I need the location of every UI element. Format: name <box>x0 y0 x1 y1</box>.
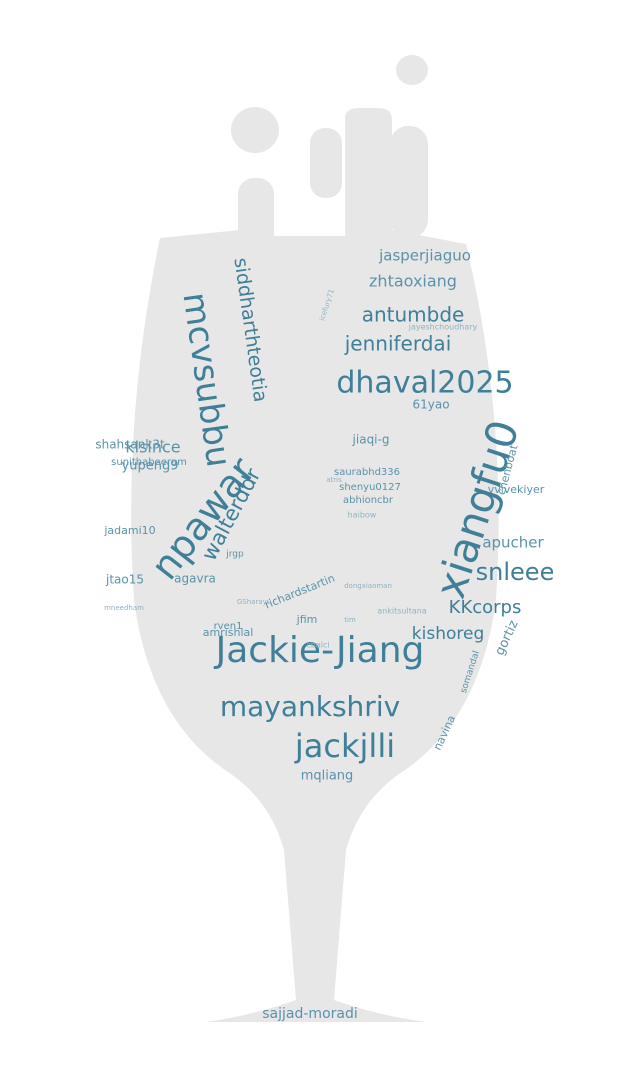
word-snleee: snleee <box>476 558 555 586</box>
bubble-large <box>231 107 279 153</box>
word-dhaval2025: dhaval2025 <box>336 366 513 401</box>
bar-mid <box>310 128 342 198</box>
word-antumbde: antumbde <box>362 303 465 327</box>
word-jackie-jiang: Jackie-Jiang <box>214 630 425 671</box>
word-klsince: klsince <box>125 438 180 457</box>
word-sunithabeeram: sunithabeeram <box>111 457 187 468</box>
word-abhioncbr: abhioncbr <box>343 495 394 506</box>
word-jadami10: jadami10 <box>103 524 155 537</box>
word-shahsank3t: shahsank3t <box>95 438 165 452</box>
word-gortiz: gortiz <box>492 618 521 658</box>
word-jayeshchoudhary: jayeshchoudhary <box>408 323 478 332</box>
word-agavra: agavra <box>174 572 216 586</box>
bubble-small <box>396 55 428 85</box>
word-rven1: rven1 <box>214 621 243 632</box>
word-shenyu0127: shenyu0127 <box>339 482 401 493</box>
word-yupeng9: yupeng9 <box>122 459 179 474</box>
word-tim: tim <box>344 616 356 624</box>
word-jtao15: jtao15 <box>105 573 144 587</box>
word-apucher: apucher <box>482 534 544 552</box>
bar-right <box>390 126 428 238</box>
word-mneedham: mneedham <box>104 604 144 612</box>
word-sajjad-moradi: sajjad-moradi <box>262 1006 357 1022</box>
word-dongxiaoman: dongxiaoman <box>344 582 392 590</box>
word-jackjlli: jackjlli <box>294 727 395 765</box>
word-jrgp: jrgp <box>225 550 244 560</box>
glass-cutout <box>320 413 404 497</box>
word-kishoreg: kishoreg <box>412 624 484 644</box>
word-jiaqi-g: jiaqi-g <box>352 433 390 447</box>
bar-left <box>238 178 274 248</box>
word-vvivekiyer: vvivekiyer <box>488 483 545 496</box>
word-jenniferdai: jenniferdai <box>344 332 452 356</box>
word-saurabhd336: saurabhd336 <box>334 467 400 478</box>
word-61yao: 61yao <box>412 398 449 412</box>
word-cbalci: cbalci <box>306 641 329 650</box>
glass-body <box>131 108 499 1022</box>
word-haibow: haibow <box>348 511 377 520</box>
word-jfim: jfim <box>296 613 318 626</box>
word-mayankshriv: mayankshriv <box>220 690 400 723</box>
word-ankitsultana: ankitsultana <box>377 607 427 616</box>
wine-glass-shape <box>131 55 499 1022</box>
word-amrishlal: amrishlal <box>203 626 254 639</box>
word-mqliang: mqliang <box>301 769 354 784</box>
word-zhtaoxiang: zhtaoxiang <box>369 272 457 291</box>
word-atris: atris <box>326 476 342 484</box>
word-jasperjiaguo: jasperjiaguo <box>378 247 471 265</box>
word-gsharayu: GSharayu <box>237 598 271 606</box>
word-kkcorps: KKcorps <box>449 597 522 618</box>
